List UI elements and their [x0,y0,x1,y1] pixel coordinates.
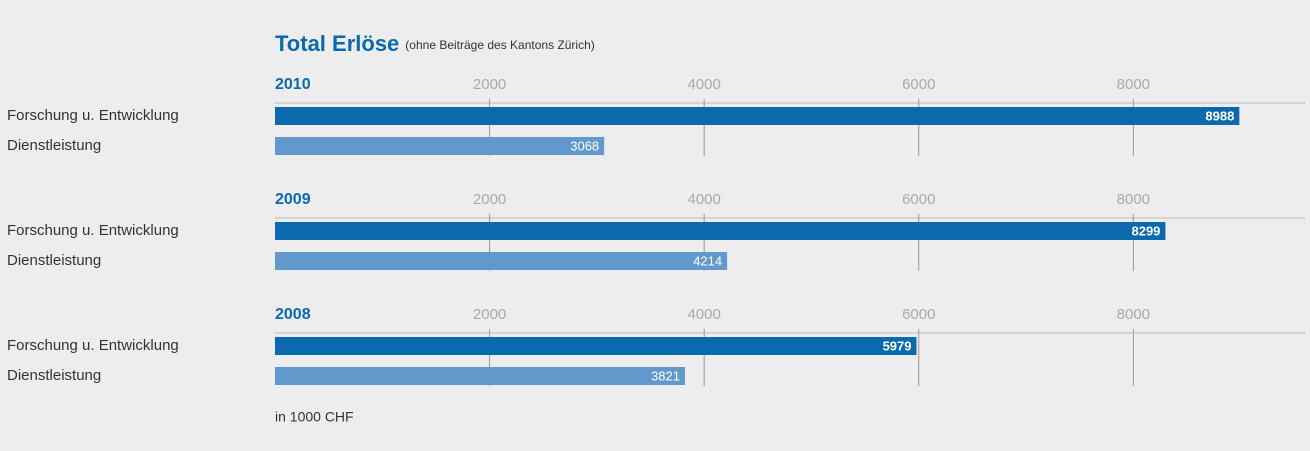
x-tick-label: 6000 [902,306,935,323]
category-label: Dienstleistung [7,252,101,269]
x-tick-label: 8000 [1117,191,1150,208]
chart-subtitle: (ohne Beiträge des Kantons Zürich) [405,38,594,52]
x-tick-label: 4000 [687,306,720,323]
category-label: Dienstleistung [7,367,101,384]
category-label: Forschung u. Entwicklung [7,222,179,239]
x-tick-label: 8000 [1117,306,1150,323]
panel-title: 2010 [275,76,311,93]
x-tick-label: 2000 [473,76,506,93]
value-label: 3821 [651,368,680,383]
category-label: Forschung u. Entwicklung [7,107,179,124]
category-label: Forschung u. Entwicklung [7,337,179,354]
value-label: 5979 [883,338,912,353]
bar [275,252,728,270]
bar [275,367,685,385]
chart-title: Total Erlöse [275,31,399,56]
value-label: 8299 [1131,223,1160,238]
category-label: Dienstleistung [7,137,101,154]
x-tick-label: 6000 [902,76,935,93]
value-label: 3068 [570,138,599,153]
x-tick-label: 8000 [1117,76,1150,93]
x-tick-label: 4000 [687,76,720,93]
x-tick-label: 6000 [902,191,935,208]
bar [275,337,917,355]
value-label: 4214 [693,253,722,268]
bar [275,222,1166,240]
x-tick-label: 4000 [687,191,720,208]
panel-title: 2008 [275,306,311,323]
bar [275,137,605,155]
x-tick-label: 2000 [473,306,506,323]
panel-title: 2009 [275,191,311,208]
bar [275,107,1240,125]
unit-note: in 1000 CHF [275,409,354,425]
x-tick-label: 2000 [473,191,506,208]
value-label: 8988 [1205,108,1234,123]
